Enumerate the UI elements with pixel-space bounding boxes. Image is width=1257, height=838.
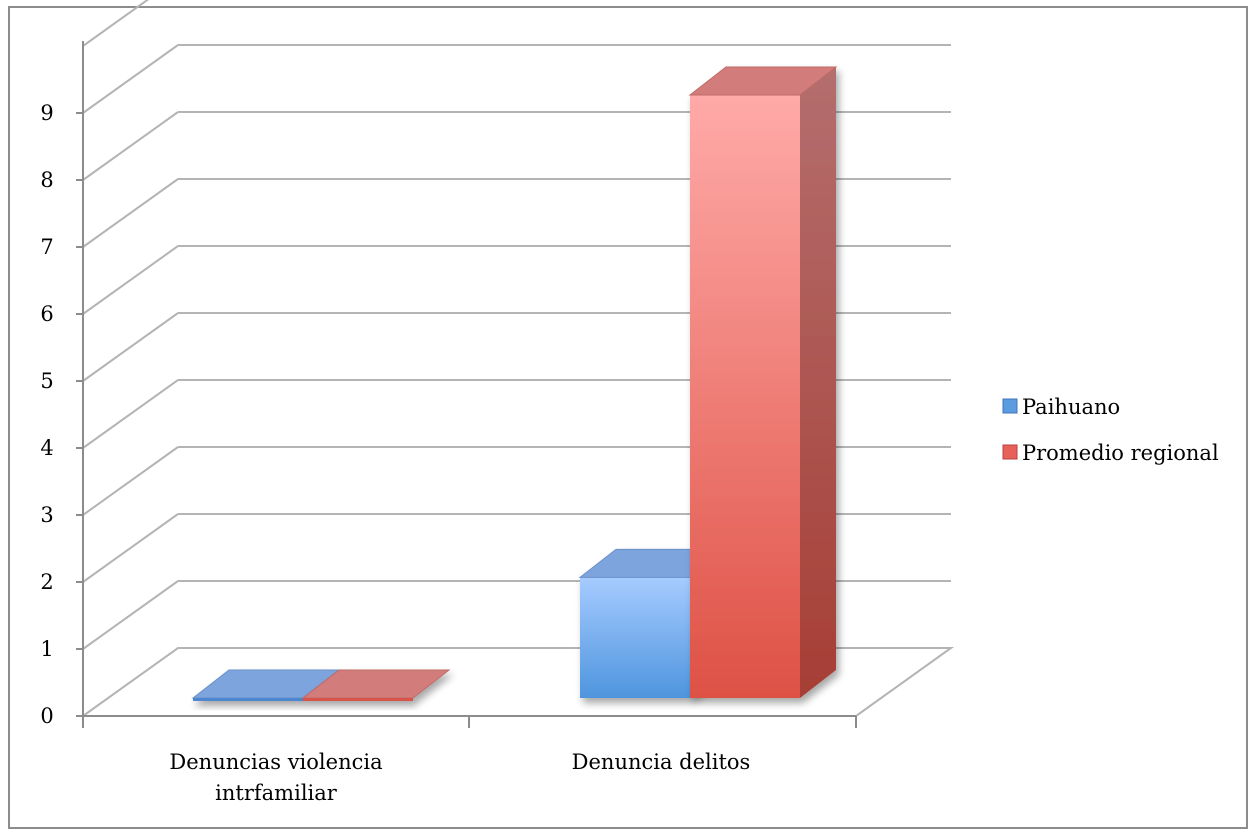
gridline-side xyxy=(82,379,179,449)
bar-promedio-regional xyxy=(688,66,838,698)
bar-side xyxy=(800,67,836,698)
legend-swatch xyxy=(1002,398,1018,414)
gridline-side xyxy=(82,111,179,181)
gridline-side xyxy=(82,580,179,650)
bar-top xyxy=(688,66,838,96)
legend-swatch xyxy=(1002,444,1018,460)
y-tick-label: 1 xyxy=(40,637,53,661)
gridline-side xyxy=(82,245,179,315)
legend-label: Paihuano xyxy=(1022,395,1120,419)
gridline-side xyxy=(82,312,179,382)
x-category-label: Denuncias violencia xyxy=(169,750,382,774)
y-tick-label: 9 xyxy=(40,101,53,125)
gridline-side xyxy=(82,178,179,248)
bar-front xyxy=(580,577,690,698)
y-tick-label: 0 xyxy=(40,704,53,728)
bar-front-thin xyxy=(303,698,413,701)
y-tick-label: 3 xyxy=(40,503,53,527)
y-tick-label: 2 xyxy=(40,570,53,594)
gridline-side xyxy=(82,513,179,583)
y-tick-label: 5 xyxy=(40,369,53,393)
bar-promedio-regional xyxy=(301,669,451,701)
legend-label: Promedio regional xyxy=(1022,441,1219,465)
gridline-side xyxy=(82,44,179,114)
legend: Paihuano Promedio regional xyxy=(1002,395,1219,465)
floor-outline xyxy=(82,647,955,717)
y-tick-label: 6 xyxy=(40,302,53,326)
gridline-side xyxy=(82,0,149,47)
y-tick-label: 7 xyxy=(40,235,53,259)
y-tick-label: 8 xyxy=(40,168,53,192)
x-category-label: intrfamiliar xyxy=(215,781,338,805)
gridline-side xyxy=(82,446,179,516)
bar-front xyxy=(690,95,800,698)
y-tick-label: 4 xyxy=(40,436,53,460)
x-category-label: Denuncia delitos xyxy=(572,750,751,774)
bar-front-thin xyxy=(193,698,303,701)
